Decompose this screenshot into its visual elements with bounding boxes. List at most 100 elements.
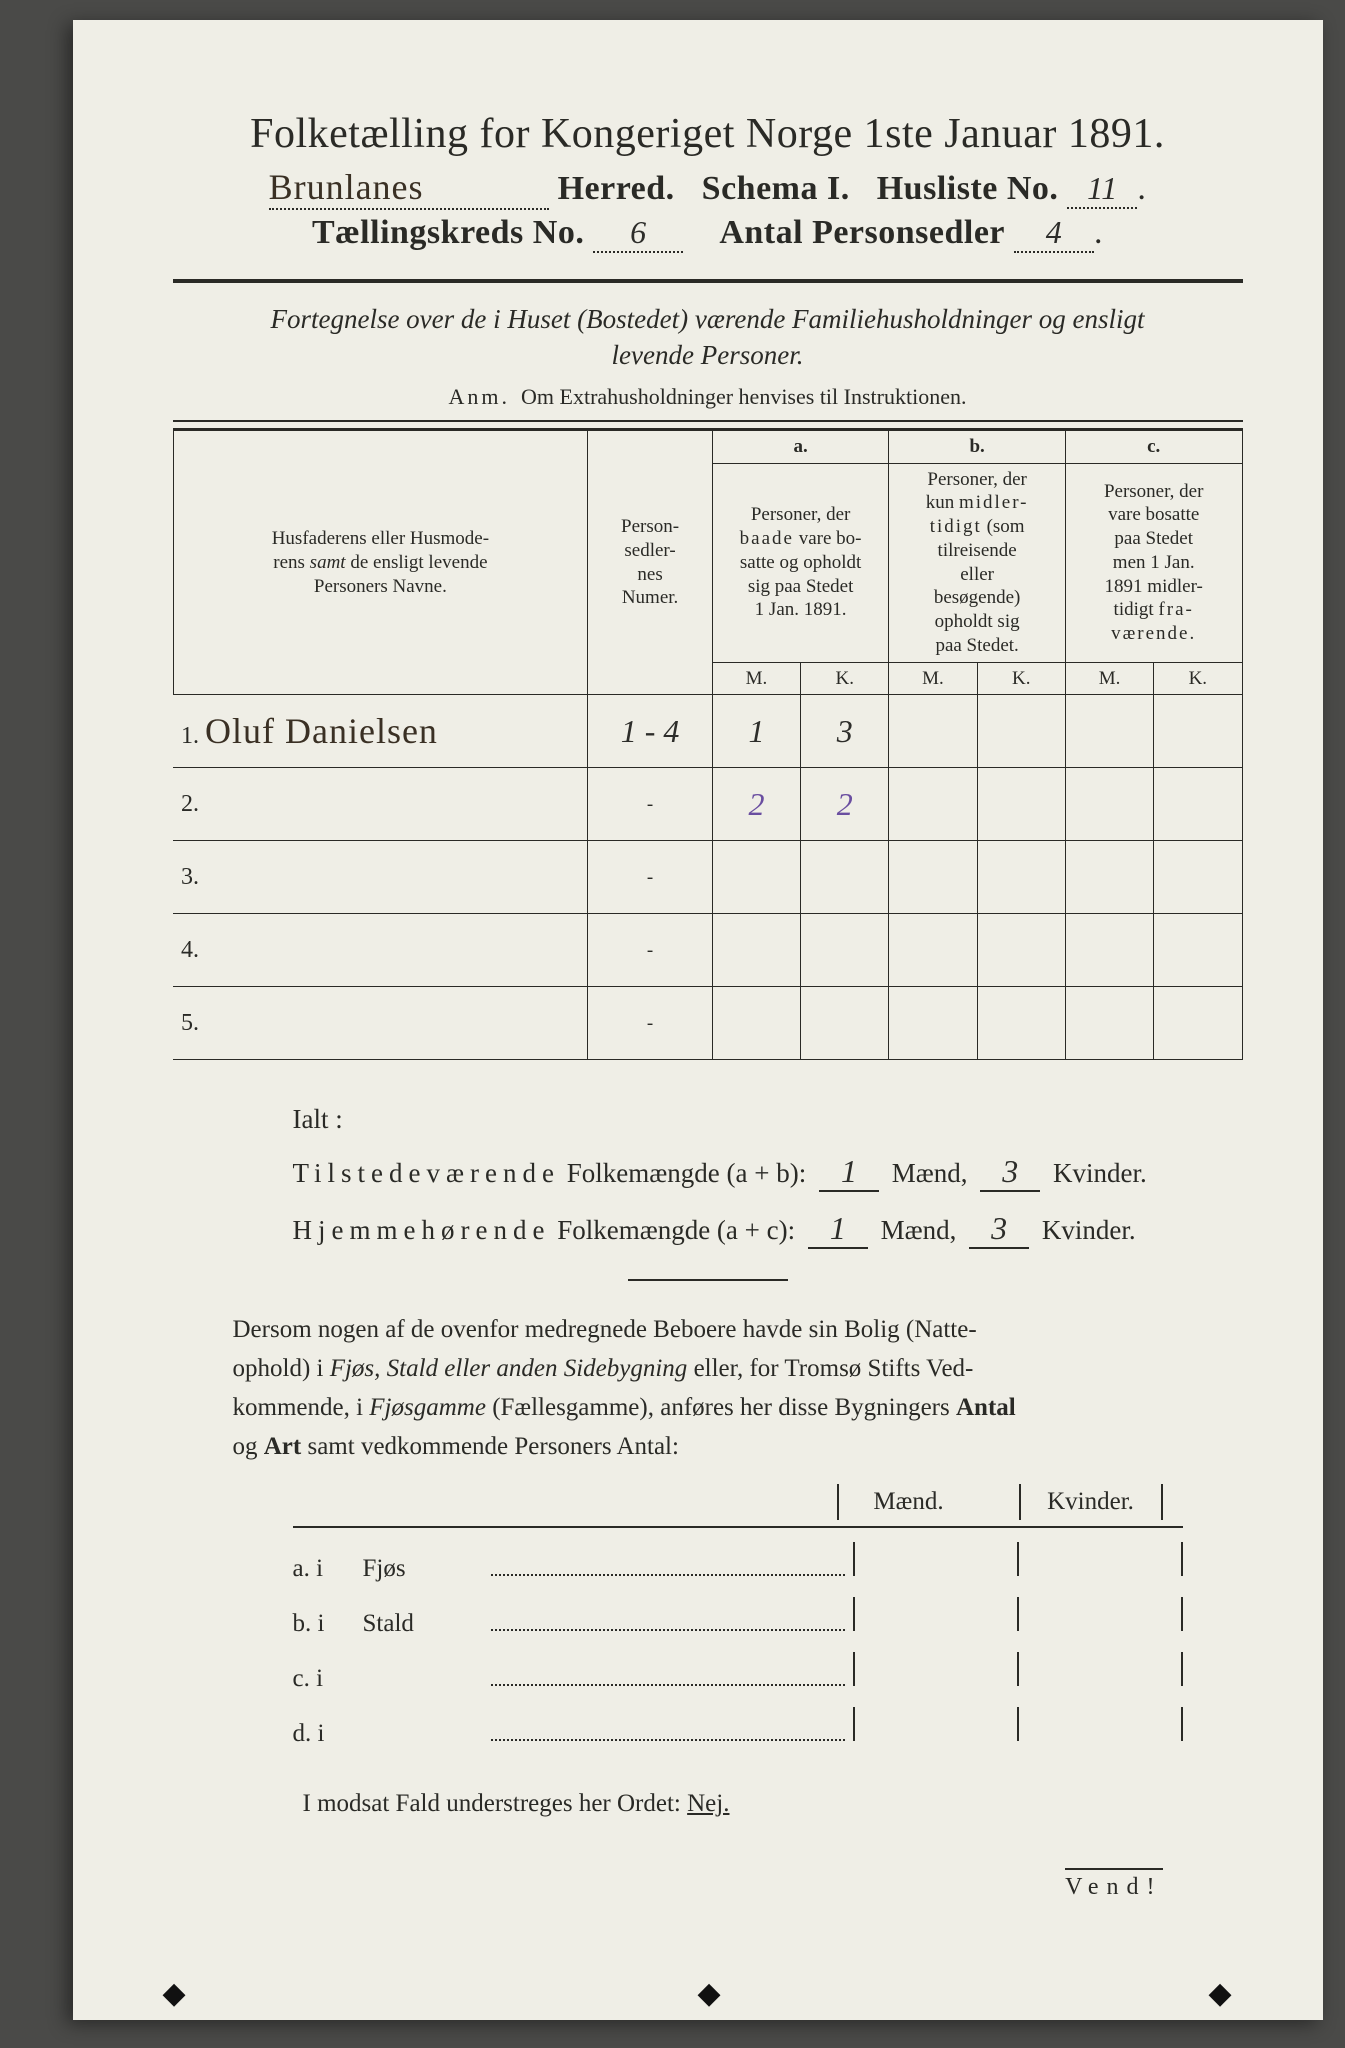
cell-a-m: 1	[712, 695, 800, 768]
cell-b-m	[889, 768, 977, 841]
mk-cols	[853, 1597, 1183, 1631]
anm-text: Om Extrahusholdninger henvises til Instr…	[521, 384, 966, 409]
sedler-label: Antal Personsedler	[719, 214, 1005, 251]
cell-b-k	[977, 768, 1065, 841]
cell-c-m	[1065, 768, 1153, 841]
census-form-page: Folketælling for Kongeriget Norge 1ste J…	[73, 20, 1323, 2020]
herred-value: Brunlanes	[269, 166, 549, 210]
sedler-value: 4	[1014, 214, 1094, 253]
cell-b-m	[889, 841, 977, 914]
pin-icon: ◆	[1209, 1976, 1233, 2000]
cell-c-k	[1154, 695, 1242, 768]
page-title: Folketælling for Kongeriget Norge 1ste J…	[173, 110, 1243, 158]
kvinder-label: Kvinder.	[1042, 1215, 1136, 1245]
outbuilding-paragraph: Dersom nogen af de ovenfor medregnede Be…	[233, 1311, 1203, 1466]
cell-a-m	[712, 987, 800, 1060]
anm-line: Anm. Om Extrahusholdninger henvises til …	[173, 384, 1243, 410]
rule-thin-1	[173, 420, 1243, 422]
cell-a-m	[712, 914, 800, 987]
present-k: 3	[980, 1153, 1040, 1192]
outbuilding-line: b. i Stald	[293, 1597, 1183, 1638]
cell-c-m	[1065, 695, 1153, 768]
vend-label: Vend!	[1065, 1868, 1162, 1901]
totals-block: Ialt : Tilstedeværende Folkemængde (a + …	[293, 1104, 1243, 1249]
th-c-text: Personer, dervare bosattepaa Stedetmen 1…	[1065, 463, 1242, 662]
cell-numer: -	[588, 841, 713, 914]
cell-b-k	[977, 695, 1065, 768]
cell-numer: 1 - 4	[588, 695, 713, 768]
household-table: Husfaderens eller Husmode-rens samt de e…	[173, 428, 1243, 1061]
outbuilding-line: d. i	[293, 1707, 1183, 1748]
mk-cols	[853, 1542, 1183, 1576]
dots	[491, 1549, 845, 1576]
outbuildings-block: Mænd. Kvinder. a. i Fjøs b. i Stald c. i…	[293, 1484, 1183, 1748]
th-c-m: M.	[1065, 662, 1153, 695]
cell-name: 2.	[173, 768, 588, 841]
modsat-pre: I modsat Fald understreges her Ordet:	[303, 1790, 688, 1817]
rule-short	[628, 1279, 788, 1281]
husliste-label: Husliste No.	[877, 170, 1059, 207]
cell-a-m	[712, 841, 800, 914]
cell-a-m: 2	[712, 768, 800, 841]
present-m: 1	[819, 1153, 879, 1192]
cell-c-k	[1154, 914, 1242, 987]
outbuilding-line: c. i	[293, 1652, 1183, 1693]
mk-cols	[853, 1652, 1183, 1686]
cell-numer: -	[588, 987, 713, 1060]
outbuildings-header: Mænd. Kvinder.	[293, 1484, 1183, 1528]
line-what: Stald	[363, 1610, 483, 1638]
herred-label: Herred.	[558, 170, 675, 207]
table-row: 1. Oluf Danielsen 1 - 4 1 3	[173, 695, 1242, 768]
cell-name: 5.	[173, 987, 588, 1060]
cell-numer: -	[588, 914, 713, 987]
cell-a-k	[801, 841, 889, 914]
line-lab: c. i	[293, 1665, 363, 1693]
cell-c-k	[1154, 841, 1242, 914]
th-c: c.	[1065, 429, 1242, 463]
cell-numer: -	[588, 768, 713, 841]
cell-c-m	[1065, 987, 1153, 1060]
maend-col: Mænd.	[837, 1484, 979, 1520]
totals-row-resident: Hjemmehørende Folkemængde (a + c): 1 Mæn…	[293, 1210, 1243, 1249]
line-lab: b. i	[293, 1610, 363, 1638]
th-a-k: K.	[801, 662, 889, 695]
dots	[491, 1604, 845, 1631]
kvinder-label: Kvinder.	[1053, 1158, 1147, 1188]
outbuilding-line: a. i Fjøs	[293, 1542, 1183, 1583]
rule-thick	[173, 279, 1243, 283]
th-b: b.	[889, 429, 1066, 463]
th-a-text: Personer, derbaade vare bo-satte og opho…	[712, 463, 889, 662]
cell-a-k: 3	[801, 695, 889, 768]
th-b-k: K.	[977, 662, 1065, 695]
line-lab: d. i	[293, 1720, 363, 1748]
maend-label: Mænd,	[881, 1215, 957, 1245]
cell-c-k	[1154, 768, 1242, 841]
th-a-m: M.	[712, 662, 800, 695]
cell-b-k	[977, 987, 1065, 1060]
resident-m: 1	[808, 1210, 868, 1249]
cell-name: 1. Oluf Danielsen	[173, 695, 588, 768]
pin-icon: ◆	[163, 1976, 187, 2000]
cell-b-m	[889, 695, 977, 768]
cell-a-k	[801, 914, 889, 987]
cell-name: 4.	[173, 914, 588, 987]
anm-label: Anm.	[449, 384, 511, 409]
cell-name: 3.	[173, 841, 588, 914]
header-line-kreds: Tællingskreds No. 6 Antal Personsedler 4…	[173, 214, 1243, 253]
cell-b-k	[977, 914, 1065, 987]
resident-label: Hjemmehørende	[293, 1215, 551, 1245]
table-row: 2. - 2 2	[173, 768, 1242, 841]
th-c-k: K.	[1154, 662, 1242, 695]
line-what: Fjøs	[363, 1555, 483, 1583]
th-a: a.	[712, 429, 889, 463]
cell-b-m	[889, 914, 977, 987]
th-names: Husfaderens eller Husmode-rens samt de e…	[173, 429, 588, 695]
nej-word: Nej.	[687, 1790, 729, 1817]
totals-row-present: Tilstedeværende Folkemængde (a + b): 1 M…	[293, 1153, 1243, 1192]
table-row: 4. -	[173, 914, 1242, 987]
cell-b-k	[977, 841, 1065, 914]
present-label: Tilstedeværende	[293, 1158, 561, 1188]
maend-label: Mænd,	[892, 1158, 968, 1188]
dots	[491, 1714, 845, 1741]
resident-k: 3	[969, 1210, 1029, 1249]
